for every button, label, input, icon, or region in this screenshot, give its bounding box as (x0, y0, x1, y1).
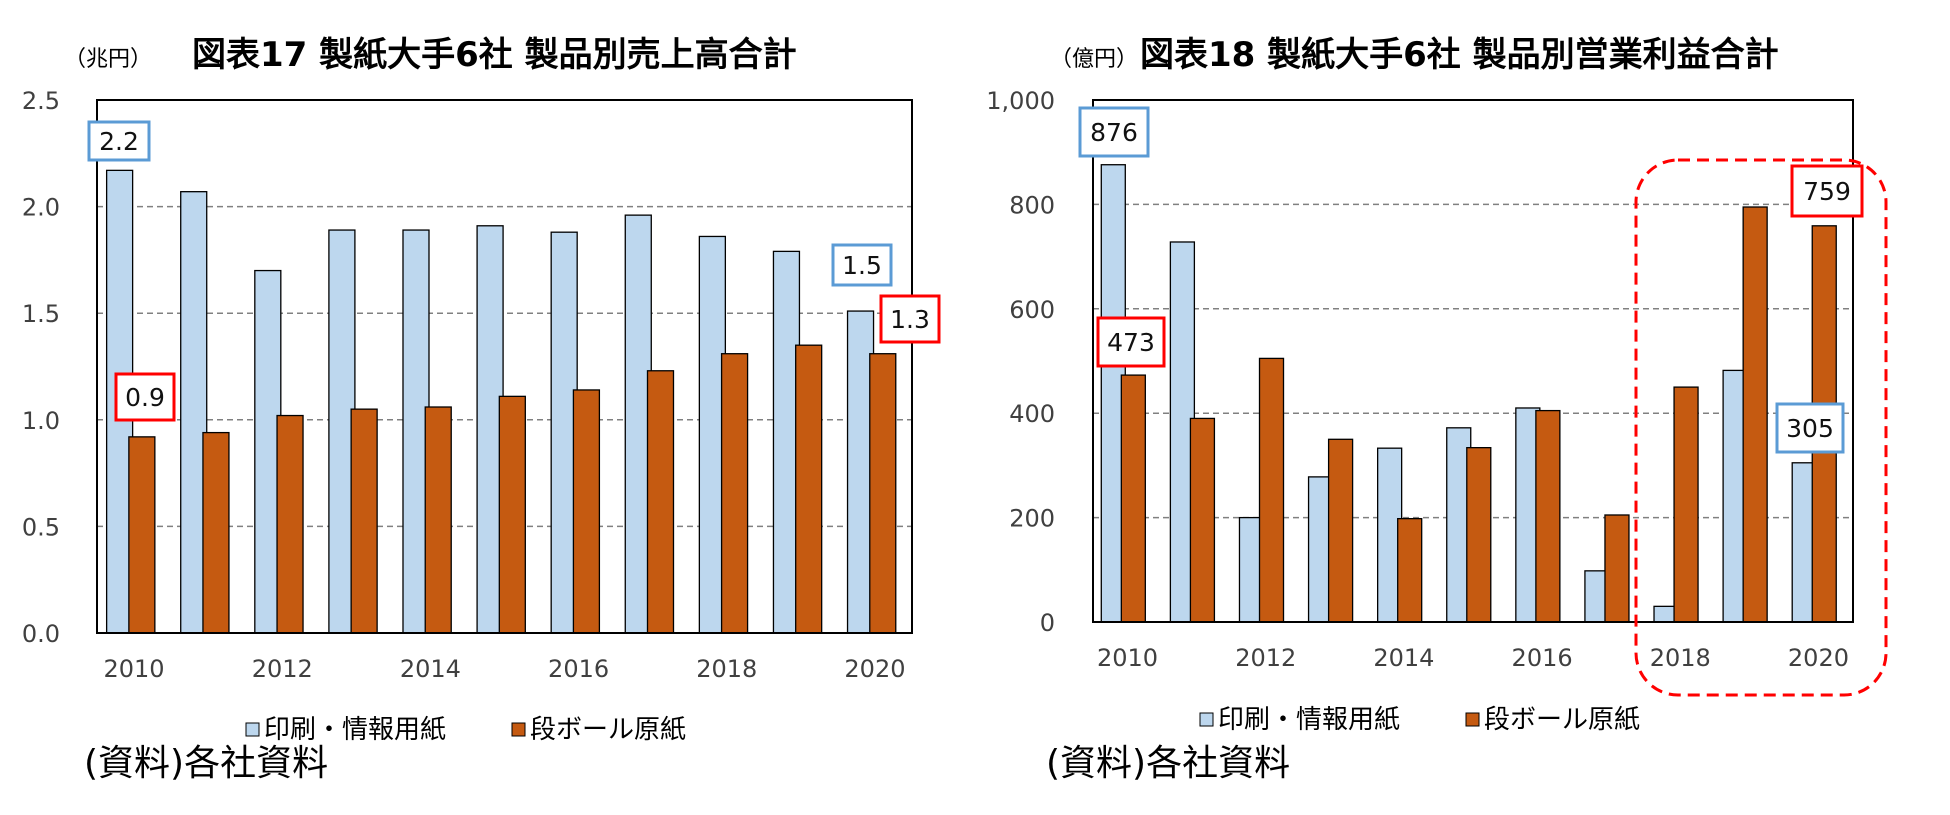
x-tick-label: 2020 (844, 655, 905, 683)
annotation-label: 305 (1786, 414, 1834, 443)
bar-containerboard (646, 370, 675, 634)
annotation-box (831, 243, 893, 287)
chart-17: （兆円） 図表17 製紙大手6社 製品別売上高合計 0.00.51.01.52.… (22, 35, 941, 784)
chart-17-gridlines (97, 205, 912, 528)
y-tick-label: 1,000 (986, 87, 1055, 115)
annotation-box (1096, 316, 1166, 368)
bar-containerboard (720, 353, 749, 634)
x-tick-label: 2018 (1650, 644, 1711, 672)
chart-18-legend: 印刷・情報用紙 段ボール原紙 (1199, 705, 1640, 735)
x-tick-label: 2012 (252, 655, 313, 683)
annotation-label: 0.9 (125, 383, 165, 412)
y-tick-label: 0.5 (22, 513, 60, 541)
legend-label-containerboard: 段ボール原紙 (1484, 705, 1640, 735)
chart-17-source-note: (資料)各社資料 (84, 743, 328, 784)
bar-containerboard (1189, 417, 1216, 623)
chart-18-y-axis-ticks: 0 200 400 600 800 1,000 (986, 87, 1055, 637)
chart-18-x-axis-ticks: 2010 2012 2014 2016 2018 2020 (1097, 644, 1849, 672)
legend-label-print-paper: 印刷・情報用紙 (1218, 705, 1400, 735)
y-tick-label: 1.5 (22, 300, 60, 328)
legend-swatch-containerboard (1465, 712, 1480, 727)
chart-17-annotations: 2.2 0.9 1.5 1.3 (87, 120, 941, 422)
legend-label-print-paper: 印刷・情報用紙 (264, 715, 446, 745)
annotation-box (1790, 164, 1864, 218)
chart-17-bars (105, 169, 897, 634)
bar-containerboard (498, 395, 526, 634)
legend-swatch-print-paper (1199, 712, 1214, 727)
y-tick-label: 800 (1009, 191, 1055, 219)
chart-18-plot-frame (1092, 99, 1854, 623)
annotation-label: 759 (1803, 177, 1851, 206)
y-tick-label: 0.0 (22, 620, 60, 648)
x-tick-label: 2016 (548, 655, 609, 683)
x-tick-label: 2018 (696, 655, 757, 683)
bar-containerboard (795, 344, 823, 634)
bar-containerboard (128, 436, 156, 634)
x-tick-label: 2012 (1235, 644, 1296, 672)
bar-containerboard (869, 353, 897, 634)
chart-18-highlight-2018-2020 (1634, 158, 1888, 697)
bar-containerboard (1673, 386, 1699, 623)
legend-swatch-print-paper (245, 722, 260, 737)
bar-containerboard (1535, 409, 1561, 623)
chart-17-y-axis-ticks: 0.0 0.5 1.0 1.5 2.0 2.5 (22, 87, 60, 648)
x-tick-label: 2014 (400, 655, 461, 683)
x-tick-label: 2010 (104, 655, 165, 683)
annotation-box (87, 120, 151, 162)
y-tick-label: 2.0 (22, 194, 60, 222)
annotation-box (1078, 106, 1150, 158)
chart-18-source-note: (資料)各社資料 (1046, 743, 1290, 784)
chart-18-annotations: 876 473 759 305 (1078, 106, 1864, 454)
x-tick-label: 2014 (1373, 644, 1434, 672)
bar-containerboard (424, 406, 452, 634)
annotation-label: 1.3 (890, 305, 930, 334)
y-tick-label: 600 (1009, 296, 1055, 324)
x-tick-label: 2016 (1512, 644, 1573, 672)
chart-17-plot-frame (96, 99, 913, 634)
bar-containerboard (350, 408, 378, 634)
bar-containerboard (1742, 206, 1768, 623)
chart-17-title: 図表17 製紙大手6社 製品別売上高合計 (192, 35, 797, 75)
y-tick-label: 0 (1040, 609, 1055, 637)
chart-17-x-axis-ticks: 2010 2012 2014 2016 2018 2020 (104, 655, 906, 683)
bar-containerboard (1397, 517, 1423, 623)
bar-containerboard (1120, 374, 1146, 623)
bar-containerboard (572, 389, 601, 634)
chart-17-unit-label: （兆円） (64, 47, 152, 72)
y-tick-label: 2.5 (22, 87, 60, 115)
x-tick-label: 2020 (1788, 644, 1849, 672)
annotation-box (1775, 402, 1845, 454)
annotation-label: 473 (1107, 328, 1155, 357)
x-tick-label: 2010 (1097, 644, 1158, 672)
bar-containerboard (1604, 514, 1630, 623)
annotation-label: 1.5 (842, 251, 882, 280)
annotation-label: 876 (1090, 118, 1138, 147)
bar-containerboard (1258, 357, 1285, 623)
legend-label-containerboard: 段ボール原紙 (530, 715, 686, 745)
annotation-label: 2.2 (99, 127, 139, 156)
annotation-box (114, 372, 176, 422)
chart-18-bars (1100, 164, 1837, 623)
bar-containerboard (1466, 447, 1492, 623)
chart-17-legend: 印刷・情報用紙 段ボール原紙 (245, 715, 686, 745)
bar-containerboard (202, 431, 230, 634)
annotation-box (879, 294, 941, 344)
legend-swatch-containerboard (511, 722, 526, 737)
bar-containerboard (276, 414, 304, 634)
chart-18-unit-label: （億円） (1050, 47, 1138, 72)
chart-18: （億円） 図表18 製紙大手6社 製品別営業利益合計 0 200 400 600 800… (986, 35, 1888, 784)
y-tick-label: 1.0 (22, 407, 60, 435)
y-tick-label: 400 (1009, 400, 1055, 428)
bar-containerboard (1327, 438, 1354, 623)
chart-18-title: 図表18 製紙大手6社 製品別営業利益合計 (1140, 35, 1779, 75)
y-tick-label: 200 (1009, 505, 1055, 533)
